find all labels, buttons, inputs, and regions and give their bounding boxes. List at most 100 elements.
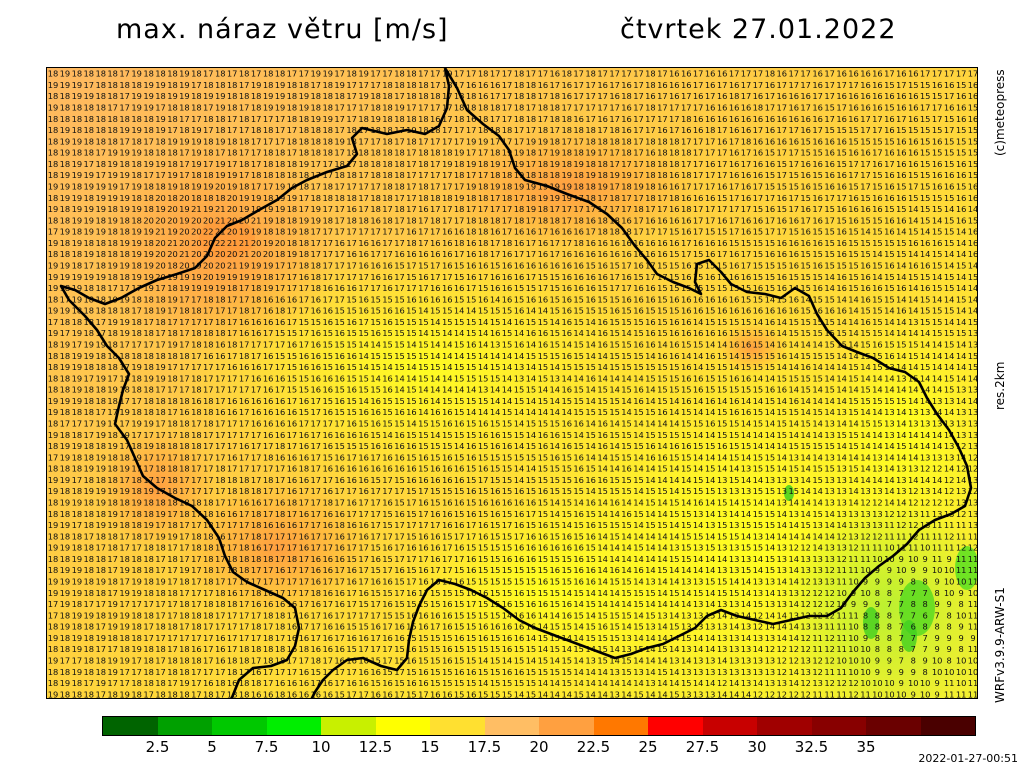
svg-text:17: 17	[119, 396, 130, 406]
svg-text:18: 18	[311, 193, 322, 203]
svg-text:14: 14	[526, 340, 537, 350]
svg-text:17: 17	[203, 69, 214, 79]
svg-text:17: 17	[394, 136, 405, 146]
svg-text:18: 18	[48, 148, 59, 158]
svg-text:14: 14	[789, 419, 800, 429]
svg-text:16: 16	[884, 227, 895, 237]
svg-text:18: 18	[502, 125, 513, 135]
svg-text:18: 18	[84, 622, 95, 632]
svg-text:17: 17	[191, 486, 202, 496]
svg-text:18: 18	[60, 385, 71, 395]
svg-text:15: 15	[502, 328, 513, 338]
svg-text:15: 15	[406, 633, 417, 643]
svg-text:15: 15	[466, 362, 477, 372]
svg-text:18: 18	[454, 204, 465, 214]
svg-text:17: 17	[155, 656, 166, 666]
svg-text:21: 21	[191, 204, 202, 214]
svg-text:17: 17	[227, 543, 238, 553]
svg-text:15: 15	[765, 351, 776, 361]
svg-text:19: 19	[526, 204, 537, 214]
svg-text:15: 15	[717, 498, 728, 508]
svg-text:17: 17	[753, 193, 764, 203]
svg-text:14: 14	[681, 599, 692, 609]
svg-text:17: 17	[299, 565, 310, 575]
svg-text:17: 17	[370, 633, 381, 643]
svg-text:14: 14	[514, 689, 525, 699]
svg-text:18: 18	[550, 170, 561, 180]
svg-text:16: 16	[669, 294, 680, 304]
svg-text:17: 17	[394, 588, 405, 598]
svg-text:19: 19	[131, 227, 142, 237]
svg-text:14: 14	[693, 396, 704, 406]
svg-text:15: 15	[562, 362, 573, 372]
svg-text:14: 14	[968, 283, 978, 293]
svg-text:16: 16	[729, 148, 740, 158]
svg-text:17: 17	[502, 159, 513, 169]
svg-text:14: 14	[717, 689, 728, 699]
svg-text:18: 18	[179, 125, 190, 135]
svg-text:16: 16	[203, 678, 214, 688]
svg-text:14: 14	[562, 644, 573, 654]
svg-text:18: 18	[119, 498, 130, 508]
svg-text:17: 17	[406, 170, 417, 180]
svg-text:16: 16	[729, 261, 740, 271]
svg-text:16: 16	[275, 498, 286, 508]
svg-text:15: 15	[490, 373, 501, 383]
svg-text:16: 16	[884, 193, 895, 203]
svg-text:17: 17	[705, 182, 716, 192]
svg-text:14: 14	[550, 689, 561, 699]
svg-text:18: 18	[179, 610, 190, 620]
svg-text:17: 17	[753, 125, 764, 135]
svg-text:16: 16	[741, 340, 752, 350]
svg-text:17: 17	[179, 531, 190, 541]
svg-text:16: 16	[323, 689, 334, 699]
svg-text:17: 17	[800, 80, 811, 90]
svg-text:16: 16	[538, 261, 549, 271]
svg-text:19: 19	[179, 678, 190, 688]
svg-text:16: 16	[466, 238, 477, 248]
svg-text:18: 18	[251, 531, 262, 541]
svg-text:15: 15	[430, 328, 441, 338]
svg-text:16: 16	[645, 283, 656, 293]
svg-text:19: 19	[179, 215, 190, 225]
svg-text:17: 17	[334, 103, 345, 113]
svg-text:19: 19	[119, 656, 130, 666]
svg-text:15: 15	[299, 373, 310, 383]
svg-text:13: 13	[812, 520, 823, 530]
svg-text:18: 18	[311, 125, 322, 135]
svg-text:14: 14	[741, 509, 752, 519]
svg-text:19: 19	[60, 452, 71, 462]
svg-text:15: 15	[741, 317, 752, 327]
svg-text:17: 17	[824, 91, 835, 101]
svg-text:17: 17	[466, 531, 477, 541]
svg-text:17: 17	[585, 204, 596, 214]
svg-text:14: 14	[669, 565, 680, 575]
svg-text:17: 17	[334, 182, 345, 192]
svg-text:10: 10	[968, 667, 978, 677]
svg-text:14: 14	[538, 407, 549, 417]
svg-text:16: 16	[442, 464, 453, 474]
svg-text:18: 18	[323, 193, 334, 203]
svg-text:16: 16	[251, 362, 262, 372]
svg-text:13: 13	[645, 577, 656, 587]
svg-text:15: 15	[884, 238, 895, 248]
svg-text:17: 17	[777, 103, 788, 113]
svg-text:13: 13	[777, 554, 788, 564]
svg-text:18: 18	[263, 125, 274, 135]
svg-text:15: 15	[490, 475, 501, 485]
svg-text:10: 10	[860, 678, 871, 688]
svg-text:15: 15	[430, 419, 441, 429]
svg-text:18: 18	[323, 80, 334, 90]
svg-text:14: 14	[872, 272, 883, 282]
legend-tick: 22.5	[577, 738, 610, 756]
svg-text:17: 17	[848, 159, 859, 169]
svg-text:17: 17	[107, 644, 118, 654]
svg-text:16: 16	[311, 577, 322, 587]
svg-text:18: 18	[179, 103, 190, 113]
svg-text:12: 12	[800, 644, 811, 654]
svg-text:17: 17	[119, 509, 130, 519]
svg-text:17: 17	[179, 385, 190, 395]
svg-text:16: 16	[562, 249, 573, 259]
svg-text:14: 14	[514, 475, 525, 485]
svg-text:11: 11	[944, 689, 955, 699]
